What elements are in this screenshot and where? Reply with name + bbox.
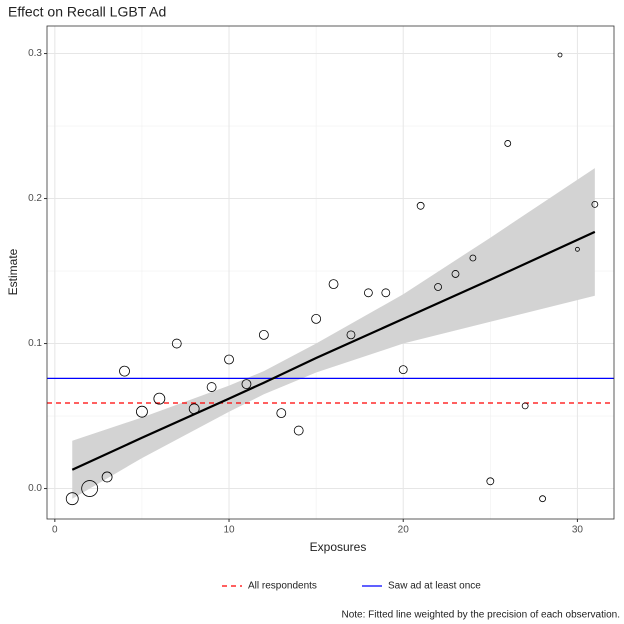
x-tick-label: 0 bbox=[52, 525, 58, 536]
plot-border bbox=[46, 25, 615, 520]
y-tick-label: 0.1 bbox=[28, 338, 42, 349]
bubble bbox=[539, 495, 546, 503]
x-tick-label: 10 bbox=[223, 525, 235, 536]
bubble bbox=[557, 52, 563, 58]
y-tick-label: 0.2 bbox=[28, 193, 42, 204]
y-tick-label: 0.3 bbox=[28, 48, 42, 59]
bubble bbox=[153, 392, 166, 405]
bubble bbox=[416, 201, 425, 210]
bubble bbox=[206, 382, 217, 392]
bubble bbox=[504, 140, 512, 147]
bubble bbox=[451, 270, 460, 278]
x-tick-label: 20 bbox=[398, 525, 410, 536]
x-axis-label: Exposures bbox=[310, 540, 367, 554]
bubble bbox=[81, 480, 99, 497]
bubble bbox=[136, 405, 148, 418]
bubble bbox=[469, 254, 477, 262]
confidence-band bbox=[72, 168, 595, 499]
bubble bbox=[101, 471, 113, 483]
bubble bbox=[398, 365, 408, 375]
y-tick-label: 0.0 bbox=[28, 483, 42, 494]
bubble bbox=[591, 200, 599, 208]
bubble bbox=[276, 408, 287, 419]
bubble bbox=[224, 354, 234, 365]
bubble bbox=[486, 477, 495, 486]
chart-title: Effect on Recall LGBT Ad bbox=[8, 4, 166, 20]
bubble bbox=[171, 338, 182, 349]
legend-label: Saw ad at least once bbox=[388, 581, 481, 592]
bubble bbox=[311, 313, 322, 324]
bubble bbox=[258, 329, 269, 340]
bubble bbox=[346, 330, 356, 340]
bubble bbox=[65, 492, 79, 506]
bubble bbox=[293, 425, 304, 436]
bubble bbox=[241, 379, 252, 390]
y-axis-label: Estimate bbox=[6, 248, 20, 295]
legend-label: All respondents bbox=[248, 581, 317, 592]
note: Note: Fitted line weighted by the precis… bbox=[342, 610, 621, 621]
bubble bbox=[521, 402, 529, 410]
bubble bbox=[119, 365, 130, 377]
bubble bbox=[363, 288, 373, 298]
fit-line bbox=[71, 230, 596, 471]
bubble bbox=[575, 246, 580, 252]
x-tick-label: 30 bbox=[572, 525, 584, 536]
bubble bbox=[434, 283, 442, 291]
bubble bbox=[328, 279, 339, 290]
bubble bbox=[381, 288, 391, 298]
